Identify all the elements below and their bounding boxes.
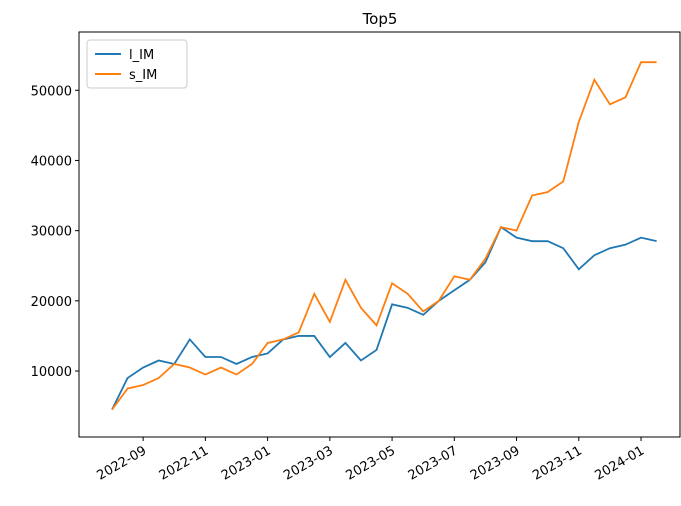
legend-box [86, 39, 188, 89]
x-tick-label: 2022-09 [95, 443, 150, 483]
y-tick-label: 50000 [31, 84, 72, 99]
x-tick-label: 2023-03 [281, 443, 336, 483]
x-tick-label: 2023-01 [219, 443, 274, 483]
y-tick-label: 10000 [31, 365, 72, 380]
y-tick-label: 30000 [31, 225, 72, 240]
x-tick-label: 2023-07 [406, 443, 461, 483]
x-tick-label: 2024-01 [592, 443, 647, 483]
x-tick-label: 2023-11 [530, 443, 585, 483]
x-tick-label: 2022-11 [157, 443, 212, 483]
line-series [111, 225, 657, 411]
chart-title: Top5 [362, 10, 398, 28]
plot-frame [78, 31, 681, 438]
line-series [111, 61, 657, 411]
x-tick-label: 2023-05 [344, 443, 399, 483]
legend-label: l_IM [129, 48, 154, 63]
legend-label: s_IM [129, 68, 157, 83]
y-tick-label: 40000 [31, 154, 72, 169]
x-tick-label: 2023-09 [468, 443, 523, 483]
y-tick-label: 20000 [31, 295, 72, 310]
